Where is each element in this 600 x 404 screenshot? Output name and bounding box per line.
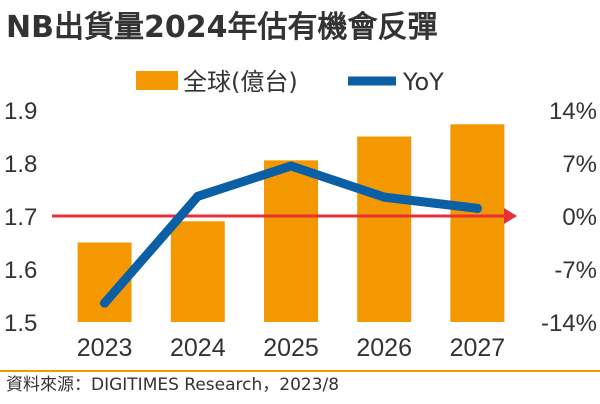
line-series [100, 161, 482, 308]
y-right-tick-label: -14% [541, 310, 597, 337]
y-right-tick-label: -7% [554, 257, 597, 284]
y-left-tick-label: 1.5 [4, 310, 37, 337]
bar-2027 [450, 124, 505, 322]
zero-reference-arrow [504, 208, 517, 224]
y-left-tick-label: 1.9 [4, 98, 37, 125]
y-left-tick-label: 1.6 [4, 257, 37, 284]
y-right-tick-label: 7% [562, 151, 597, 178]
legend: 全球(億台) YoY [136, 68, 444, 96]
legend-label-line: YoY [402, 68, 444, 96]
bar-series [77, 124, 505, 322]
bar-2025 [264, 160, 318, 322]
y-left-tick-label: 1.8 [4, 151, 37, 178]
yoy-point-2024 [193, 191, 203, 201]
bar-2026 [357, 136, 412, 322]
yoy-point-2026 [379, 192, 389, 202]
yoy-point-2023 [100, 298, 110, 308]
x-tick-label: 2027 [450, 334, 506, 362]
x-tick-label: 2024 [170, 334, 226, 362]
y-left-tick-label: 1.7 [4, 204, 37, 231]
y-axis-left: 1.5 1.6 1.7 1.8 1.9 [4, 98, 37, 337]
y-right-tick-label: 14% [549, 98, 597, 125]
y-right-tick-label: 0% [562, 204, 597, 231]
yoy-point-2027 [472, 203, 482, 213]
x-tick-label: 2023 [77, 334, 133, 362]
legend-label-bar: 全球(億台) [183, 68, 298, 96]
legend-swatch-bar [136, 71, 178, 90]
x-tick-label: 2025 [263, 334, 319, 362]
source-note: 資料來源：DIGITIMES Research，2023/8 [6, 375, 339, 395]
chart-title: NB出貨量2024年估有機會反彈 [6, 10, 437, 45]
x-axis: 2023 2024 2025 2026 2027 [77, 334, 505, 362]
bar-2024 [170, 221, 225, 322]
reference-line-group [52, 208, 517, 224]
y-axis-right: 14% 7% 0% -7% -14% [541, 98, 597, 337]
yoy-point-2025 [286, 161, 296, 171]
x-tick-label: 2026 [356, 334, 412, 362]
